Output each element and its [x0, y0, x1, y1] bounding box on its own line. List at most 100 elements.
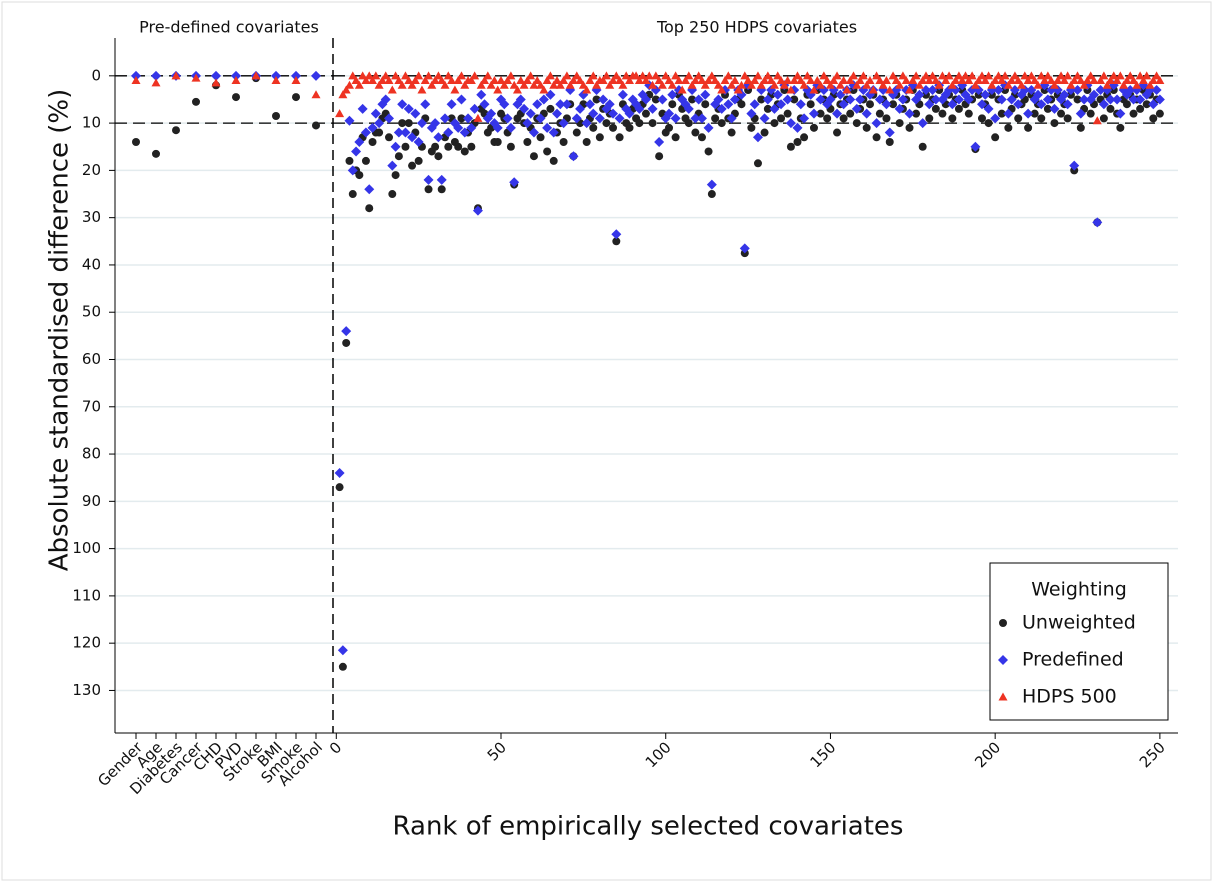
- point: [993, 71, 1003, 80]
- point: [528, 127, 539, 138]
- point: [1129, 109, 1138, 118]
- point: [572, 128, 581, 137]
- point: [609, 123, 618, 132]
- point: [1102, 80, 1112, 89]
- point: [1086, 71, 1096, 80]
- point: [842, 85, 852, 94]
- point: [825, 94, 836, 105]
- point: [592, 95, 601, 104]
- point: [602, 119, 611, 128]
- legend-title: Weighting: [1031, 579, 1127, 601]
- point: [667, 89, 678, 100]
- point: [549, 156, 558, 165]
- point: [443, 127, 454, 138]
- point: [1010, 71, 1020, 80]
- point: [729, 94, 740, 105]
- point: [459, 127, 470, 138]
- point: [914, 89, 925, 100]
- point: [1000, 71, 1010, 80]
- point: [987, 80, 997, 89]
- point: [809, 85, 819, 94]
- point: [589, 123, 598, 132]
- point: [397, 80, 407, 89]
- point: [991, 133, 1000, 142]
- point: [559, 76, 569, 85]
- point: [456, 71, 466, 80]
- point: [232, 93, 240, 102]
- point: [506, 142, 515, 151]
- point: [832, 108, 843, 119]
- point: [584, 99, 595, 110]
- point: [538, 94, 549, 105]
- point: [976, 99, 987, 110]
- point: [408, 161, 417, 170]
- point: [904, 108, 915, 119]
- point: [980, 76, 990, 85]
- point: [355, 171, 364, 180]
- point: [357, 103, 368, 114]
- point: [921, 71, 931, 80]
- point: [1046, 76, 1056, 85]
- point: [806, 100, 815, 109]
- point: [387, 160, 398, 171]
- point: [644, 71, 654, 80]
- point: [625, 123, 634, 132]
- point: [947, 80, 957, 89]
- legend-marker: [999, 619, 1007, 627]
- point: [671, 71, 681, 80]
- point: [311, 90, 321, 99]
- point: [251, 71, 261, 80]
- point: [624, 76, 634, 85]
- point: [361, 156, 370, 165]
- point: [436, 174, 447, 185]
- point: [931, 76, 941, 85]
- point: [852, 119, 861, 128]
- point: [509, 80, 519, 89]
- point: [1006, 94, 1017, 105]
- point: [585, 76, 595, 85]
- point: [335, 109, 345, 118]
- point: [348, 190, 357, 199]
- point: [851, 103, 862, 114]
- point: [961, 71, 971, 80]
- point: [917, 118, 928, 129]
- point: [367, 122, 378, 133]
- point: [983, 103, 994, 114]
- point: [1033, 80, 1043, 89]
- point: [710, 76, 720, 85]
- point: [568, 76, 578, 85]
- point: [341, 85, 351, 94]
- point: [970, 141, 981, 152]
- point: [1069, 160, 1080, 171]
- point: [789, 76, 799, 85]
- point: [703, 122, 714, 133]
- point: [1073, 95, 1082, 104]
- point: [898, 71, 908, 80]
- point: [1092, 116, 1102, 125]
- point: [535, 113, 546, 124]
- y-tick-label: 120: [72, 634, 101, 652]
- point: [456, 94, 467, 105]
- x-axis-label: Rank of empirically selected covariates: [393, 812, 904, 842]
- point: [964, 109, 973, 118]
- point: [407, 80, 417, 89]
- point: [1032, 89, 1043, 100]
- point: [671, 133, 680, 142]
- point: [980, 89, 991, 100]
- point: [536, 80, 546, 89]
- point: [654, 137, 665, 148]
- point: [1040, 76, 1050, 85]
- point: [440, 113, 451, 124]
- point: [937, 71, 947, 80]
- point: [397, 99, 408, 110]
- point: [769, 80, 779, 89]
- point: [614, 113, 625, 124]
- point: [427, 80, 437, 89]
- point: [311, 70, 321, 81]
- legend-label: Unweighted: [1022, 612, 1136, 634]
- point: [1026, 85, 1037, 96]
- point: [1050, 119, 1059, 128]
- point: [739, 243, 750, 254]
- point: [546, 104, 555, 113]
